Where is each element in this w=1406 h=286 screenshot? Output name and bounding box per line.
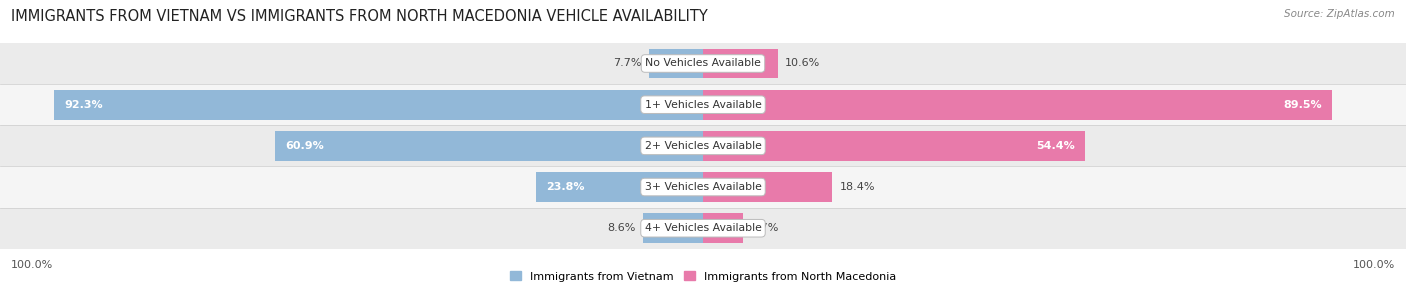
Legend: Immigrants from Vietnam, Immigrants from North Macedonia: Immigrants from Vietnam, Immigrants from…	[505, 267, 901, 286]
Text: 2+ Vehicles Available: 2+ Vehicles Available	[644, 141, 762, 151]
Text: 8.6%: 8.6%	[607, 223, 636, 233]
Text: 1+ Vehicles Available: 1+ Vehicles Available	[644, 100, 762, 110]
Bar	[53, 90, 703, 120]
Bar	[703, 131, 1085, 161]
Bar	[536, 172, 703, 202]
Text: 5.7%: 5.7%	[751, 223, 779, 233]
Bar	[643, 213, 703, 243]
Bar	[703, 213, 744, 243]
Text: 23.8%: 23.8%	[546, 182, 585, 192]
Bar	[0, 166, 1406, 208]
Text: 100.0%: 100.0%	[1353, 260, 1395, 270]
Text: 60.9%: 60.9%	[285, 141, 325, 151]
Text: IMMIGRANTS FROM VIETNAM VS IMMIGRANTS FROM NORTH MACEDONIA VEHICLE AVAILABILITY: IMMIGRANTS FROM VIETNAM VS IMMIGRANTS FR…	[11, 9, 709, 23]
Text: 18.4%: 18.4%	[839, 182, 875, 192]
Text: 7.7%: 7.7%	[613, 59, 643, 68]
Bar	[703, 49, 778, 78]
Bar	[650, 49, 703, 78]
Bar	[703, 172, 832, 202]
Text: 10.6%: 10.6%	[785, 59, 820, 68]
Bar	[703, 90, 1333, 120]
Bar	[0, 125, 1406, 166]
Text: 100.0%: 100.0%	[11, 260, 53, 270]
Bar	[276, 131, 703, 161]
Text: Source: ZipAtlas.com: Source: ZipAtlas.com	[1284, 9, 1395, 19]
Text: 3+ Vehicles Available: 3+ Vehicles Available	[644, 182, 762, 192]
Text: 89.5%: 89.5%	[1284, 100, 1322, 110]
Text: No Vehicles Available: No Vehicles Available	[645, 59, 761, 68]
Text: 92.3%: 92.3%	[65, 100, 103, 110]
Text: 54.4%: 54.4%	[1036, 141, 1076, 151]
Text: 4+ Vehicles Available: 4+ Vehicles Available	[644, 223, 762, 233]
Bar	[0, 208, 1406, 249]
Bar	[0, 43, 1406, 84]
Bar	[0, 84, 1406, 125]
